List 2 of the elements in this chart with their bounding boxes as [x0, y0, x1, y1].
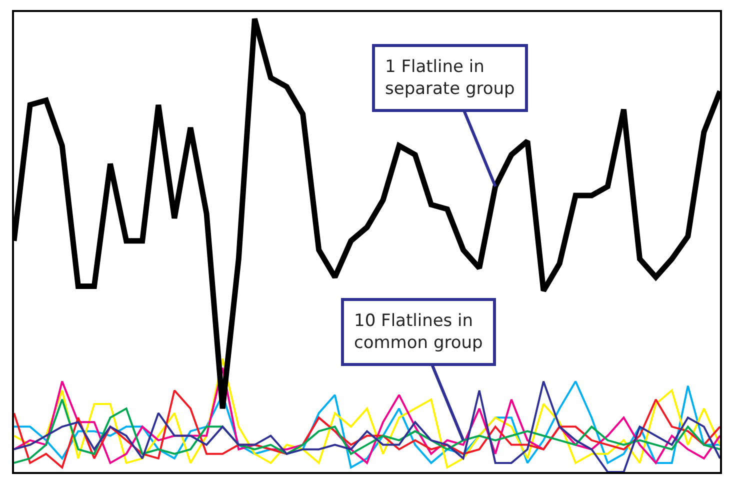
annotation: 10 Flatlines in common group: [354, 311, 483, 354]
annotation: 1 Flatline in separate group: [385, 57, 515, 100]
